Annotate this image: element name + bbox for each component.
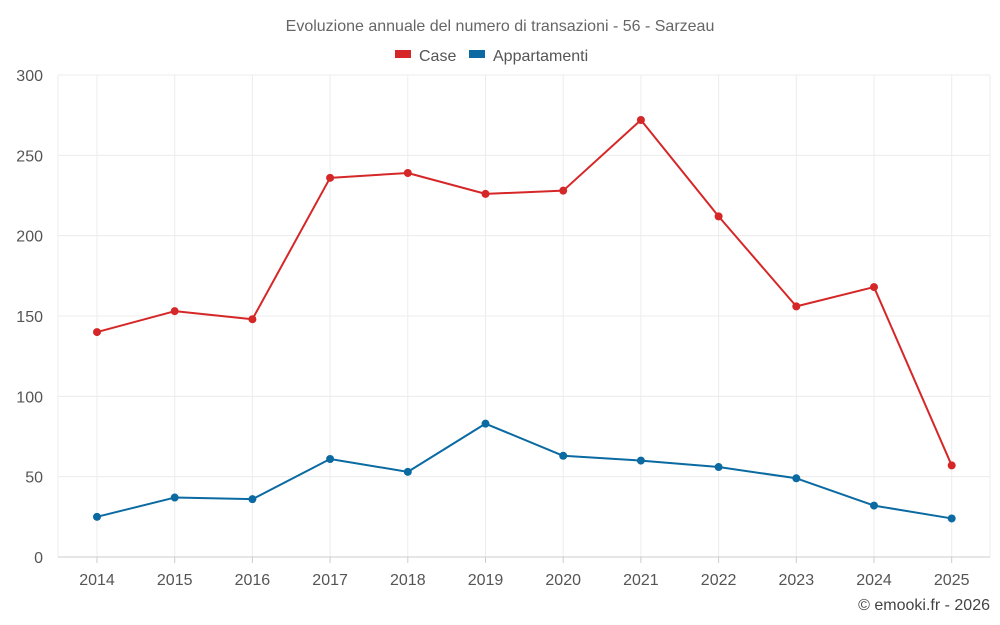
legend-item-case[interactable]: Case — [395, 48, 456, 65]
point-case-2016[interactable] — [248, 315, 257, 324]
point-case-2021[interactable] — [636, 115, 645, 124]
point-case-2018[interactable] — [403, 169, 412, 178]
x-axis: 2014 2015 2016 2017 2018 2019 2020 2021 2022 2023… — [58, 556, 990, 589]
x-tick-label-2021: 2021 — [623, 572, 659, 589]
point-case-2014[interactable] — [93, 328, 101, 337]
legend-swatch-appartamenti — [469, 50, 485, 58]
chart-title: Evoluzione annuale del numero di transaz… — [286, 18, 715, 35]
point-appartamenti-2023[interactable] — [792, 474, 801, 483]
point-case-2020[interactable] — [559, 186, 568, 195]
x-tick-label-2015: 2015 — [157, 572, 193, 589]
y-tick-label-100: 100 — [16, 389, 43, 406]
legend: Case Appartamenti — [395, 48, 588, 65]
x-tick-label-2014: 2014 — [79, 572, 115, 589]
series — [93, 115, 956, 523]
legend-swatch-case — [395, 50, 411, 58]
legend-item-appartamenti[interactable]: Appartamenti — [469, 48, 588, 65]
y-tick-label-300: 300 — [16, 68, 43, 85]
point-appartamenti-2022[interactable] — [714, 463, 723, 472]
y-tick-label-0: 0 — [34, 550, 43, 567]
point-case-2017[interactable] — [326, 173, 335, 182]
x-tick-label-2024: 2024 — [856, 572, 892, 589]
point-case-2019[interactable] — [481, 189, 490, 198]
x-tick-label-2016: 2016 — [235, 572, 271, 589]
point-appartamenti-2025[interactable] — [947, 514, 956, 523]
point-appartamenti-2017[interactable] — [326, 454, 335, 463]
y-tick-label-200: 200 — [16, 229, 43, 246]
x-tick-label-2018: 2018 — [390, 572, 426, 589]
y-axis: 0 50 100 150 200 250 300 — [16, 68, 43, 567]
point-appartamenti-2015[interactable] — [170, 493, 179, 502]
point-case-2023[interactable] — [792, 302, 801, 311]
grid — [57, 74, 991, 557]
x-tick-label-2019: 2019 — [468, 572, 504, 589]
point-case-2024[interactable] — [870, 283, 878, 292]
legend-label-appartamenti: Appartamenti — [493, 48, 588, 65]
y-tick-label-250: 250 — [16, 148, 43, 165]
series-line-appartamenti — [96, 422, 952, 520]
x-tick-label-2022: 2022 — [701, 572, 737, 589]
x-tick-label-2020: 2020 — [545, 572, 581, 589]
point-appartamenti-2016[interactable] — [248, 495, 257, 504]
x-tick-label-2025: 2025 — [934, 572, 970, 589]
y-tick-label-150: 150 — [16, 309, 43, 326]
legend-label-case: Case — [419, 48, 456, 65]
y-tick-label-50: 50 — [25, 470, 43, 487]
point-appartamenti-2021[interactable] — [636, 456, 645, 465]
point-appartamenti-2020[interactable] — [559, 451, 568, 460]
point-case-2025[interactable] — [947, 461, 956, 470]
x-tick-label-2023: 2023 — [779, 572, 815, 589]
point-appartamenti-2014[interactable] — [93, 512, 101, 521]
credit: © emooki.fr - 2026 — [858, 597, 990, 614]
point-case-2022[interactable] — [714, 212, 723, 221]
point-case-2015[interactable] — [170, 307, 179, 316]
point-appartamenti-2024[interactable] — [870, 501, 878, 510]
x-tick-label-2017: 2017 — [312, 572, 348, 589]
point-appartamenti-2019[interactable] — [481, 419, 490, 428]
point-appartamenti-2018[interactable] — [403, 467, 412, 476]
series-line-case — [96, 118, 953, 466]
